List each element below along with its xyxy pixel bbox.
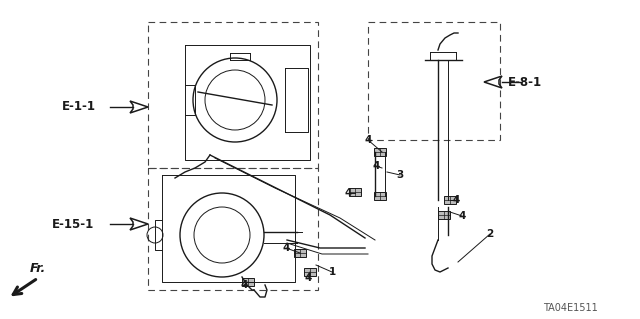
Bar <box>349 189 361 196</box>
Bar <box>294 249 306 256</box>
Bar <box>368 22 500 140</box>
Bar <box>444 197 456 204</box>
Text: 4: 4 <box>282 243 290 253</box>
Text: 3: 3 <box>396 170 404 180</box>
Text: E-8-1: E-8-1 <box>508 76 542 88</box>
Text: 4: 4 <box>452 195 460 205</box>
Text: 4: 4 <box>372 161 380 171</box>
Text: 4: 4 <box>364 135 372 145</box>
Text: 4: 4 <box>240 280 248 290</box>
Text: TA04E1511: TA04E1511 <box>543 303 597 313</box>
Bar <box>374 192 386 200</box>
Text: 4: 4 <box>344 188 352 198</box>
Text: 1: 1 <box>328 267 335 277</box>
Text: Fr.: Fr. <box>30 262 46 275</box>
Bar <box>242 278 254 286</box>
Text: 4: 4 <box>304 273 312 283</box>
Text: 4: 4 <box>458 211 466 221</box>
Text: 2: 2 <box>486 229 493 239</box>
Bar <box>438 211 450 219</box>
Bar <box>304 268 316 276</box>
Bar <box>374 148 386 156</box>
Bar <box>148 22 318 168</box>
Text: E-15-1: E-15-1 <box>52 218 94 231</box>
Bar <box>148 168 318 290</box>
Text: E-1-1: E-1-1 <box>62 100 96 114</box>
